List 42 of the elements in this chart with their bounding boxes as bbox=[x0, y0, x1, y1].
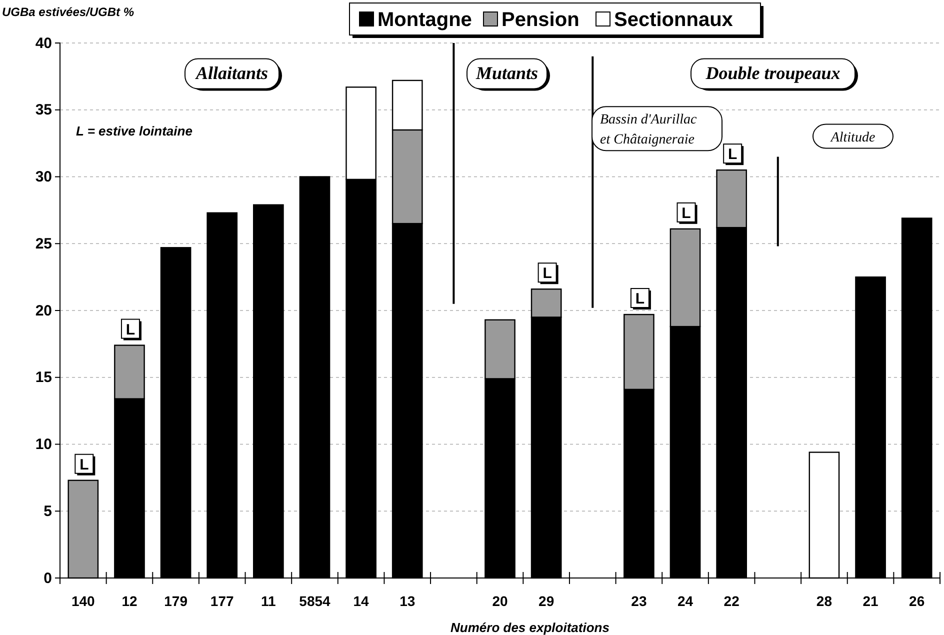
x-tick-label: 12 bbox=[122, 592, 138, 609]
x-tick-label: 22 bbox=[724, 592, 740, 609]
x-tick-label: 177 bbox=[210, 592, 234, 609]
legend-label: Pension bbox=[502, 9, 580, 31]
x-tick-label: 14 bbox=[353, 592, 370, 609]
annotation: L bbox=[682, 204, 691, 222]
annotation: L bbox=[126, 321, 136, 338]
annotation: L bbox=[542, 265, 552, 282]
y-tick-label: 30 bbox=[35, 168, 52, 186]
x-tick-label: 23 bbox=[631, 592, 647, 609]
x-tick-label: 5854 bbox=[299, 592, 331, 609]
x-tick-label: 13 bbox=[400, 592, 416, 609]
legend-label: Sectionnaux bbox=[614, 9, 733, 31]
annotation: Bassin d'Aurillac et Châtaigneraie bbox=[600, 112, 698, 148]
annotation: L bbox=[80, 456, 89, 474]
y-tick-label: 25 bbox=[35, 235, 52, 252]
x-tick-label: 21 bbox=[862, 592, 879, 609]
x-tick-label: 179 bbox=[164, 592, 188, 609]
x-tick-label: 29 bbox=[538, 592, 554, 609]
y-tick-label: 5 bbox=[44, 502, 52, 520]
x-tick-label: 20 bbox=[492, 592, 508, 609]
annotation: Mutants bbox=[474, 62, 538, 83]
annotation: L = estive lointaine bbox=[76, 123, 192, 138]
x-tick-label: 28 bbox=[816, 592, 832, 609]
annotation: Double troupeaux bbox=[704, 62, 840, 83]
x-tick-label: 11 bbox=[261, 592, 276, 609]
y-tick-label: 15 bbox=[35, 369, 52, 386]
y-axis-title: UGBa estivées/UGBt % bbox=[2, 5, 134, 19]
y-tick-label: 40 bbox=[35, 34, 52, 52]
annotation: L bbox=[635, 290, 645, 308]
annotation: Allaitants bbox=[194, 62, 268, 83]
annotation: Altitude bbox=[830, 130, 876, 146]
y-tick-label: 35 bbox=[35, 102, 52, 119]
legend-label: Montagne bbox=[378, 9, 472, 31]
y-tick-label: 10 bbox=[35, 436, 52, 454]
x-tick-label: 26 bbox=[909, 592, 925, 609]
annotation: L bbox=[728, 146, 738, 164]
y-tick-label: 0 bbox=[44, 570, 52, 587]
y-tick-label: 20 bbox=[35, 302, 52, 320]
x-axis-title: Numéro des exploitations bbox=[450, 620, 610, 635]
x-tick-label: 24 bbox=[677, 592, 694, 609]
x-tick-label: 140 bbox=[71, 592, 96, 609]
